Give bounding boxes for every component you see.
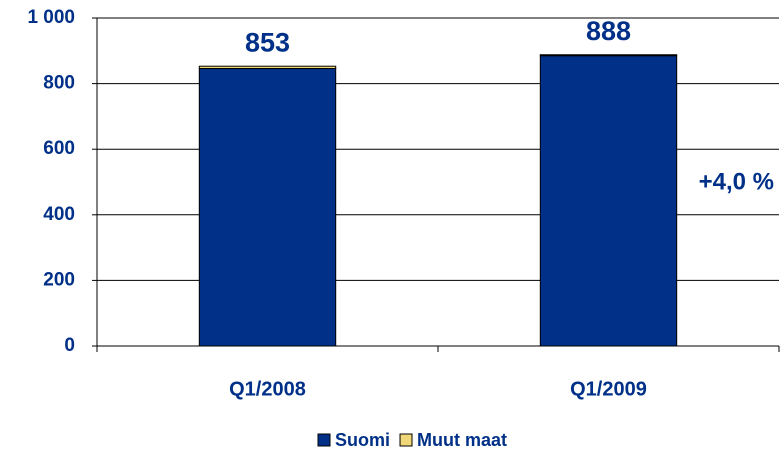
x-tick-label: Q1/2009 xyxy=(570,378,647,400)
x-tick-label: Q1/2008 xyxy=(229,378,306,400)
bar-segment xyxy=(539,54,678,57)
y-tick-label: 400 xyxy=(43,204,75,225)
bar-segment xyxy=(539,55,678,347)
total-label: 888 xyxy=(586,16,631,46)
annotation: +4,0 % xyxy=(699,168,774,195)
bar-segment xyxy=(198,65,337,70)
total-label: 853 xyxy=(245,27,290,57)
y-tick-label: 600 xyxy=(43,138,75,159)
y-tick-label: 0 xyxy=(64,335,75,356)
bar-segment xyxy=(198,68,337,347)
legend-label: Muut maat xyxy=(417,430,507,450)
y-tick-label: 800 xyxy=(43,73,75,94)
y-tick-label: 200 xyxy=(43,269,75,290)
legend-swatch xyxy=(317,433,331,447)
legend-swatch xyxy=(399,433,413,447)
legend-label: Suomi xyxy=(335,430,390,450)
y-tick-label: 1 000 xyxy=(27,7,75,28)
